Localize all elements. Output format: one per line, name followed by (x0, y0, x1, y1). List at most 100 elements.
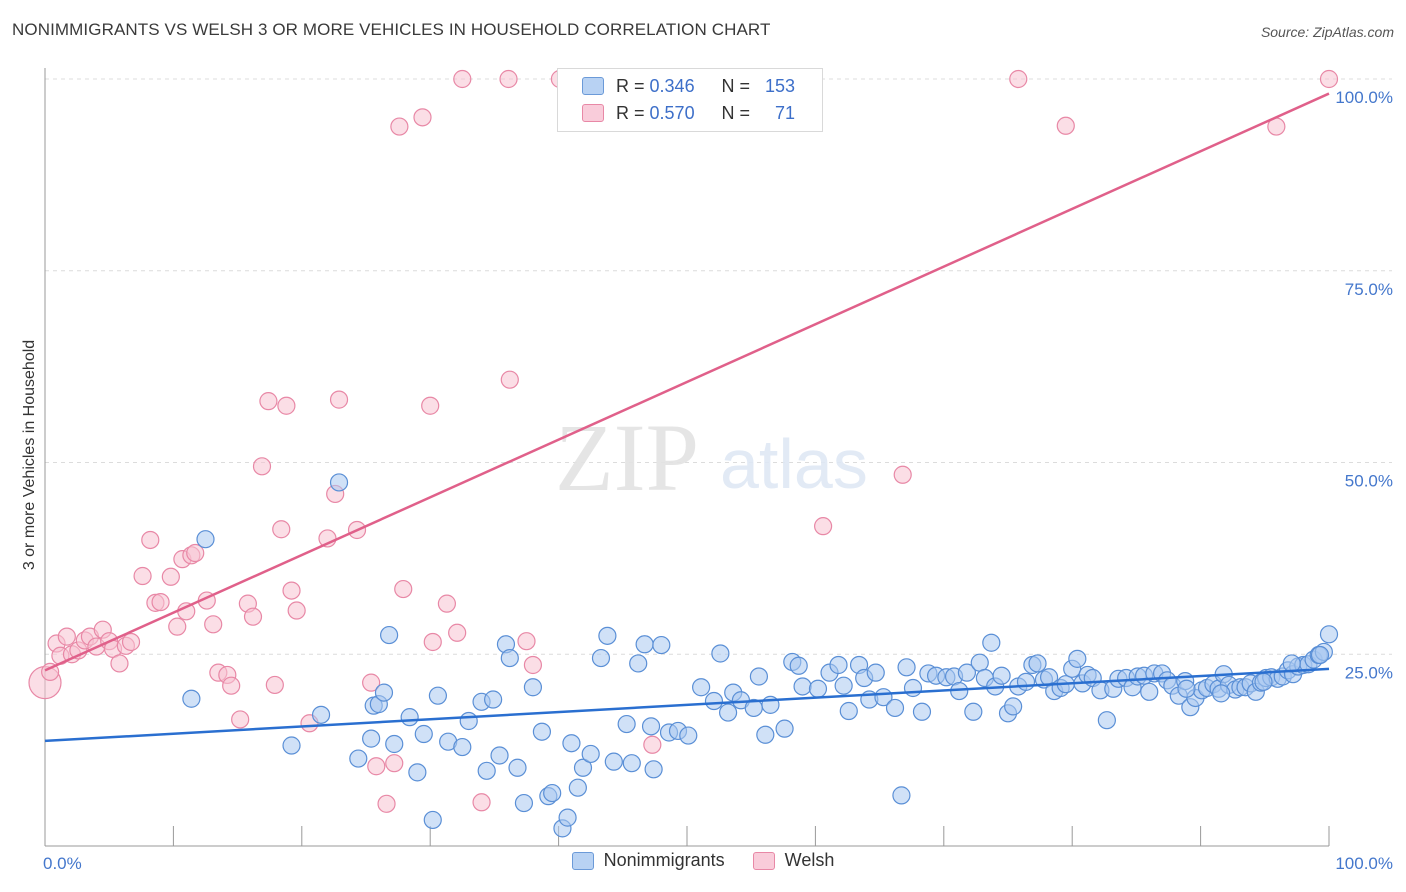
welsh-point (423, 632, 442, 652)
legend-n-value: 153 (765, 75, 796, 96)
nonimmigrant-point (644, 760, 663, 779)
welsh-point (110, 654, 129, 673)
nonimmigrant-point (385, 734, 404, 754)
nonimmigrant-point (970, 653, 989, 672)
nonimmigrant-point (490, 746, 509, 765)
nonimmigrant-point (704, 691, 724, 711)
nonimmigrant-point (477, 761, 496, 780)
nonimmigrant-point (641, 717, 661, 736)
welsh-point (1056, 116, 1075, 135)
legend-label-welsh: Welsh (784, 850, 835, 870)
watermark: ZIP atlas (555, 404, 868, 511)
nonimmigrant-point (892, 786, 911, 805)
nonimmigrant-point (1028, 654, 1047, 673)
legend-item-nonimmigrants[interactable]: Nonimmigrants (571, 850, 725, 871)
welsh-trend-line (44, 92, 1330, 672)
nonimmigrant-point (1016, 672, 1036, 691)
welsh-point (367, 757, 386, 776)
welsh-point (231, 710, 250, 729)
nonimmigrant-point (992, 666, 1011, 685)
welsh-point (265, 675, 284, 695)
welsh-series (28, 69, 1339, 813)
nonimmigrant-point (591, 648, 611, 668)
welsh-point (329, 390, 349, 409)
nonimmigrant-point (897, 658, 916, 677)
x-tick-label: 100.0% (1335, 854, 1393, 873)
nonimmigrant-point (808, 679, 828, 698)
welsh-point (161, 567, 180, 586)
nonimmigrant-point (423, 810, 442, 830)
nonimmigrant-point (568, 778, 587, 797)
source-label: Source: ZipAtlas.com (1260, 24, 1394, 40)
nonimmigrant-point (957, 663, 977, 682)
nonimmigrant-point (793, 677, 812, 696)
welsh-point (643, 735, 662, 754)
y-tick-label: 25.0% (1345, 663, 1393, 682)
axes (44, 68, 1330, 847)
nonimmigrant-point (866, 663, 885, 682)
nonimmigrant-point (789, 656, 808, 675)
nonimmigrant-point (1254, 672, 1273, 691)
welsh-point (1319, 69, 1339, 89)
legend-r-value: 0.346 (649, 75, 695, 96)
legend-n-value: 71 (775, 102, 796, 123)
nonimmigrant-point (756, 725, 775, 744)
welsh-point (390, 117, 409, 136)
nonimmigrant-point (414, 724, 433, 744)
chart-title: NONIMMIGRANTS VS WELSH 3 OR MORE VEHICLE… (12, 20, 771, 39)
nonimmigrant-point (1319, 625, 1339, 644)
nonimmigrant-point (834, 676, 853, 695)
legend-r-value: 0.570 (649, 102, 695, 123)
nonimmigrants-trend-line (44, 667, 1330, 743)
nonimmigrant-point (598, 626, 617, 645)
pink-swatch (752, 851, 775, 870)
welsh-point (394, 579, 413, 599)
nonimmigrant-point (775, 719, 794, 738)
welsh-point (282, 581, 301, 600)
nonimmigrant-point (1310, 645, 1330, 665)
nonimmigrant-point (604, 752, 623, 771)
watermark-zip: ZIP (555, 404, 699, 511)
welsh-point (448, 623, 467, 642)
welsh-point (252, 457, 272, 476)
nonimmigrant-point (1177, 679, 1196, 698)
correlation-legend: R = 0.346 N = 153 R = 0.570 N = 71 (557, 68, 823, 132)
nonimmigrant-point (400, 708, 419, 727)
welsh-point (453, 69, 472, 89)
nonimmigrant-point (428, 686, 448, 705)
nonimmigrant-point (514, 793, 534, 813)
nonimmigrant-point (558, 808, 577, 827)
welsh-point (272, 520, 291, 539)
nonimmigrant-point (374, 683, 394, 702)
nonimmigrant-point (182, 689, 201, 708)
nonimmigrant-point (362, 729, 381, 748)
welsh-point (57, 627, 76, 646)
nonimmigrant-point (1097, 711, 1116, 730)
legend-item-welsh[interactable]: Welsh (752, 850, 835, 871)
nonimmigrant-point (964, 702, 983, 721)
nonimmigrant-point (982, 633, 1001, 652)
welsh-point (413, 108, 432, 127)
legend-r-label: R = (616, 102, 645, 123)
nonimmigrant-point (543, 783, 562, 803)
nonimmigrant-point (903, 678, 923, 698)
nonimmigrant-point (652, 635, 671, 655)
nonimmigrants-series (182, 473, 1339, 838)
nonimmigrant-point (380, 625, 399, 645)
welsh-point (168, 617, 187, 636)
legend-n-label: N = (721, 75, 751, 96)
welsh-point (121, 632, 141, 652)
welsh-point (151, 592, 170, 612)
welsh-point (141, 530, 160, 550)
nonimmigrant-point (459, 711, 478, 731)
nonimmigrant-point (912, 702, 932, 721)
welsh-point (472, 793, 491, 812)
pink-swatch (582, 104, 604, 122)
welsh-point (499, 69, 518, 89)
nonimmigrant-point (329, 473, 349, 492)
welsh-point (517, 632, 536, 651)
nonimmigrant-point (718, 703, 738, 722)
nonimmigrant-point (635, 635, 654, 654)
welsh-point (243, 607, 263, 626)
